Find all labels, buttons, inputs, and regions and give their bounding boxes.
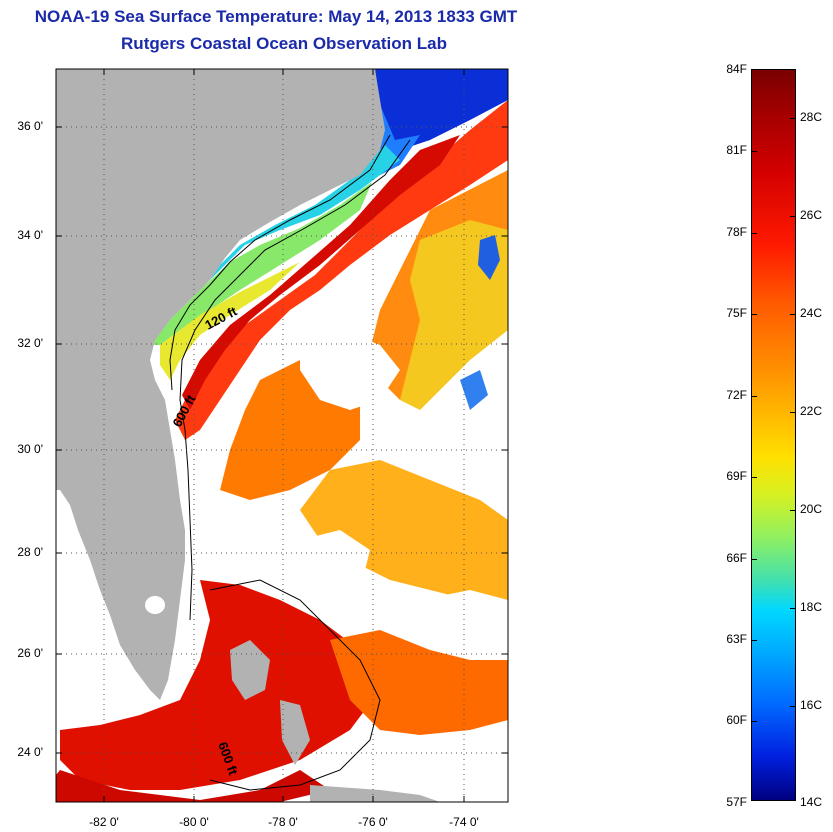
lat-label: 24 0' [17,745,43,759]
colorbar-tick [752,396,757,397]
colorbar-tick [790,608,795,609]
contour-120ft [169,134,391,391]
sst-shelf-cyan [195,145,400,295]
contour-bahamas [209,579,381,791]
colorbar-tick [790,412,795,413]
lon-label: -80 0' [179,815,209,829]
lat-label: 28 0' [17,545,43,559]
colorbar-label-c: 20C [800,502,823,516]
lat-label: 36 0' [17,119,43,133]
temperature-colorbar [751,69,796,801]
lon-label: -74 0' [449,815,479,829]
map-title: NOAA-19 Sea Surface Temperature: May 14,… [34,7,518,26]
lon-label: -76 0' [358,815,388,829]
map-subtitle: Rutgers Coastal Ocean Observation Lab [121,34,447,53]
lon-label: -82 0' [89,815,119,829]
colorbar-tick [752,314,757,315]
colorbar-label-f: 60F [726,713,747,727]
contour-600ft [179,139,411,621]
colorbar-tick [752,721,757,722]
sst-shelf-green [150,182,372,345]
colorbar-label-f: 75F [726,306,747,320]
cloud-patch [420,590,508,655]
sst-gulf-stream [175,100,508,440]
colorbar-label-c: 24C [800,306,823,320]
sst-south-red [56,770,330,802]
colorbar-tick [752,233,757,234]
sst-southern-yellow [300,460,508,600]
land-mainland [56,69,385,700]
colorbar-tick [752,477,757,478]
colorbar-tick [790,706,795,707]
lat-label: 34 0' [17,228,43,242]
axis-ticks [56,69,508,802]
colorbar-tick [752,640,757,641]
map-frame [55,68,509,803]
colorbar-label-c: 26C [800,208,823,222]
land-cuba [310,785,440,802]
colorbar-label-f: 78F [726,225,747,239]
colorbar-label-f: 63F [726,632,747,646]
colorbar-tick [790,118,795,119]
lake-okeechobee [145,596,165,614]
colorbar-label-c: 22C [800,404,823,418]
sst-gulf-stream-core [182,135,460,410]
land-bahamas [230,640,270,700]
cloud-patch [290,530,370,600]
colorbar-label-f: 72F [726,388,747,402]
colorbar-tick [790,314,795,315]
lon-label: -78 0' [268,815,298,829]
land-andros [280,700,310,765]
lat-label: 26 0' [17,646,43,660]
colorbar-tick [790,510,795,511]
sst-east-blue-speckle [478,235,500,280]
colorbar-tick [790,216,795,217]
colorbar-label-c: 18C [800,600,823,614]
lat-label: 32 0' [17,336,43,350]
colorbar-label-c: 28C [800,110,823,124]
sst-shelf-yellow [160,262,300,380]
colorbar-label-c: 16C [800,698,823,712]
sst-east-blue-speckle2 [460,370,488,410]
cloud-patch [300,330,400,410]
sst-bahamas-orange [330,630,508,735]
colorbar-label-f: 57F [726,795,747,809]
colorbar-label-f: 66F [726,551,747,565]
colorbar-label-c: 14C [800,795,823,809]
colorbar-label-f: 84F [726,62,747,76]
sst-cold-north [375,69,508,150]
colorbar-tick [752,151,757,152]
colorbar-label-f: 69F [726,469,747,483]
colorbar-tick [752,559,757,560]
colorbar-label-f: 81F [726,143,747,157]
graticule [56,69,508,802]
lat-label: 30 0' [17,442,43,456]
